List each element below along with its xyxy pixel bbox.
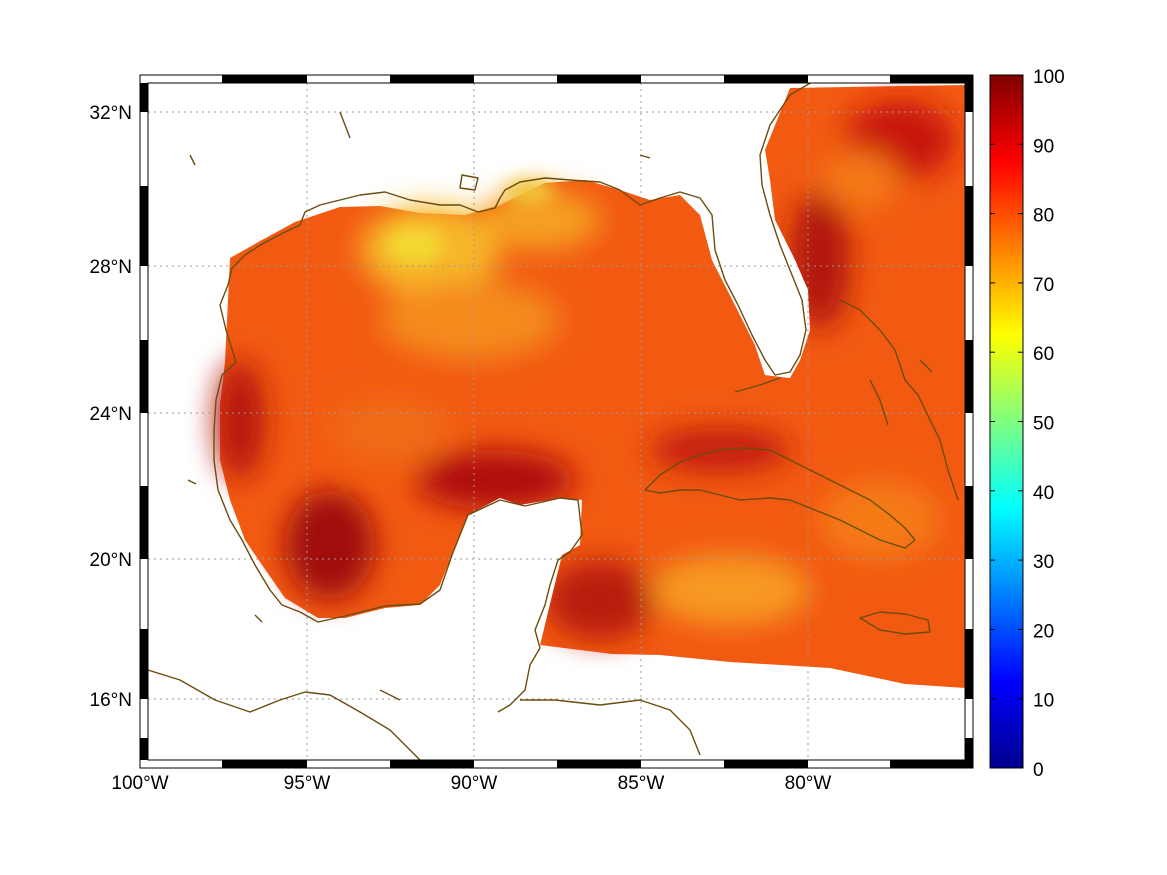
yucatan-land [440, 498, 582, 648]
lon-tick-label: 100°W [111, 773, 168, 794]
colorbar-ticks: 0 10 20 30 40 50 60 70 80 90 100 [990, 67, 1065, 781]
lat-tick-label: 24°N [90, 404, 132, 425]
warm-patch [415, 450, 575, 510]
lon-tick-label: 80°W [785, 773, 832, 794]
bahamas-coast [839, 299, 959, 501]
colorbar-tick-label: 90 [1033, 136, 1054, 157]
gulf-coast-west [213, 199, 583, 649]
colorbar-tick-label: 20 [1033, 621, 1054, 642]
coastlines [148, 83, 959, 760]
lat-tick-label: 32°N [90, 103, 132, 124]
jamaica-coast [859, 611, 931, 635]
warm-patch [545, 560, 655, 640]
map-plot-area [148, 83, 965, 760]
gulf-coast-north [339, 83, 812, 376]
lat-tick-label: 28°N [90, 257, 132, 278]
cuba-coast [644, 447, 916, 549]
colorbar-tick-label: 50 [1033, 414, 1054, 435]
cool-patch [380, 280, 560, 360]
colorbar-tick-label: 10 [1033, 691, 1054, 712]
grid-lines [148, 83, 965, 760]
yellow-patch [505, 180, 555, 204]
colorbar-tick-label: 60 [1033, 344, 1054, 365]
colorbar-tick-label: 40 [1033, 483, 1054, 504]
florida-land [690, 150, 810, 378]
colorbar-tick-label: 100 [1033, 67, 1065, 88]
warm-patch [285, 490, 375, 600]
colorbar: 0 10 20 30 40 50 60 70 80 90 100 [989, 67, 1065, 781]
colorbar-tick-label: 0 [1033, 760, 1044, 781]
yellow-patch [387, 227, 443, 263]
colorbar-gradient [989, 74, 1024, 769]
central-america-coast [148, 647, 701, 760]
lat-tick-label: 16°N [90, 690, 132, 711]
warm-patch [215, 360, 265, 480]
lat-tick-label: 20°N [90, 550, 132, 571]
islands [187, 111, 651, 701]
lon-tick-label: 90°W [451, 773, 498, 794]
keys-coast [734, 377, 781, 393]
colorbar-tick-label: 30 [1033, 552, 1054, 573]
cool-patch [820, 150, 900, 210]
cool-patch [480, 190, 600, 250]
lon-tick-label: 95°W [284, 773, 331, 794]
map-frame [139, 74, 974, 769]
cool-patch [650, 555, 810, 625]
lon-tick-labels: 100°W 95°W 90°W 85°W 80°W [111, 773, 831, 794]
lon-tick-label: 85°W [618, 773, 665, 794]
colorbar-tick-label: 70 [1033, 275, 1054, 296]
cool-patch [330, 395, 450, 465]
lat-tick-labels: 32°N 28°N 24°N 20°N 16°N [90, 103, 132, 711]
cool-patch [820, 480, 940, 560]
colorbar-tick-label: 80 [1033, 206, 1054, 227]
